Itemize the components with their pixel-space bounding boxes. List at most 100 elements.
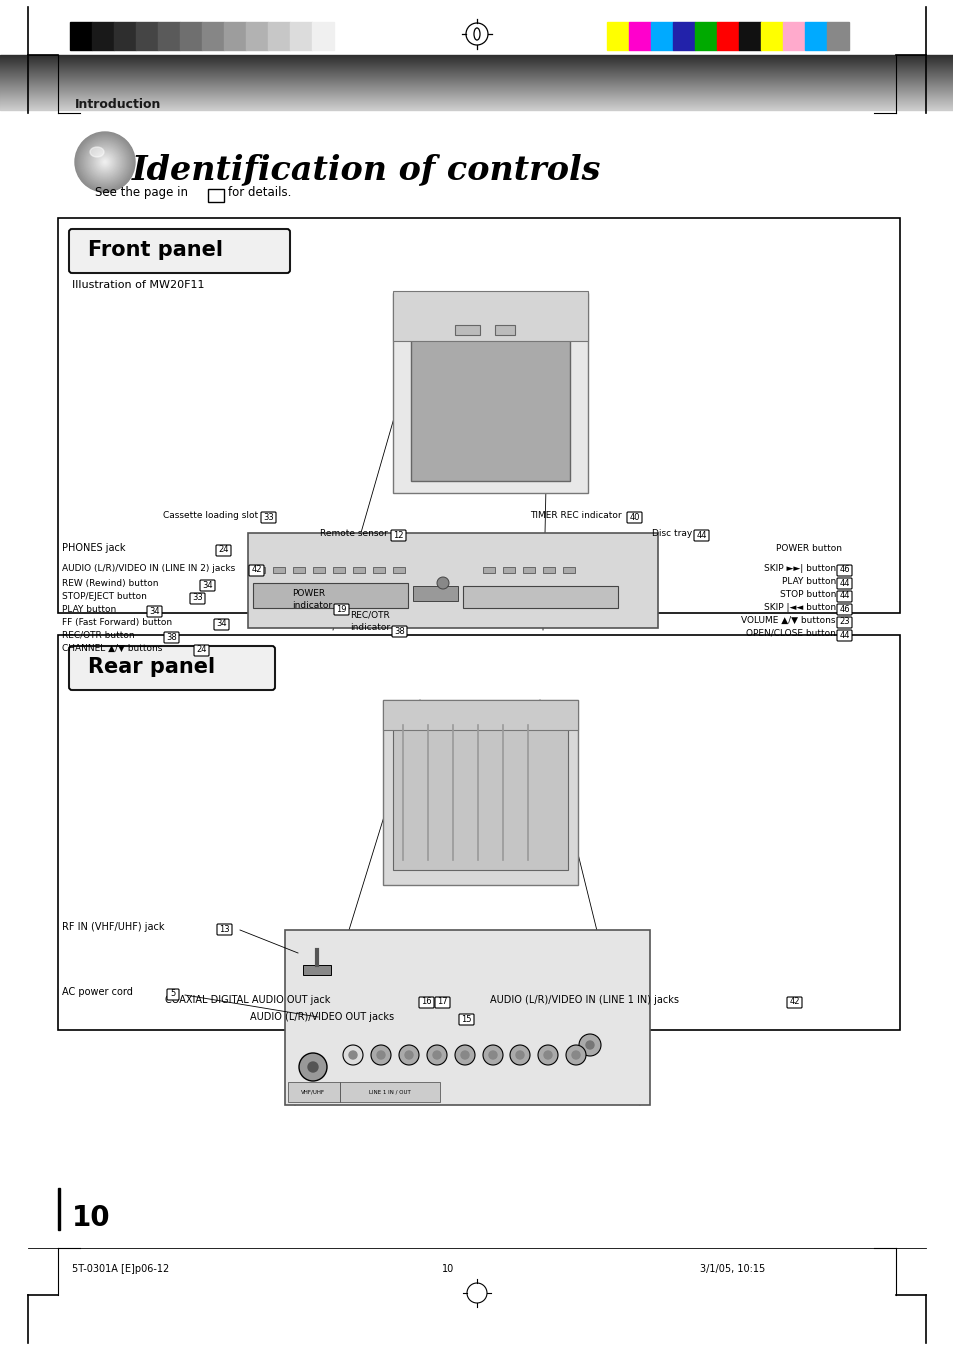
- Text: VOLUME ▲/▼ buttons: VOLUME ▲/▼ buttons: [740, 616, 835, 626]
- Text: 19: 19: [335, 604, 346, 613]
- Text: 17: 17: [436, 997, 447, 1006]
- Text: AUDIO (L/R)/VIDEO IN (LINE 1 IN) jacks: AUDIO (L/R)/VIDEO IN (LINE 1 IN) jacks: [490, 994, 679, 1005]
- Bar: [285, 929, 649, 1105]
- Ellipse shape: [96, 153, 113, 172]
- Bar: [293, 567, 305, 573]
- Circle shape: [298, 1052, 327, 1081]
- Text: 44: 44: [839, 592, 849, 600]
- Circle shape: [308, 1062, 317, 1071]
- Bar: [382, 700, 578, 885]
- Bar: [455, 326, 479, 335]
- FancyBboxPatch shape: [69, 646, 274, 690]
- Text: 44: 44: [696, 531, 706, 539]
- Text: 13: 13: [219, 924, 230, 934]
- Ellipse shape: [88, 145, 122, 178]
- FancyBboxPatch shape: [167, 989, 179, 1000]
- Bar: [158, 22, 180, 50]
- Bar: [136, 22, 158, 50]
- FancyBboxPatch shape: [836, 630, 851, 640]
- Text: COAXIAL DIGITAL AUDIO OUT jack: COAXIAL DIGITAL AUDIO OUT jack: [165, 994, 330, 1005]
- Bar: [339, 1082, 439, 1102]
- Text: Rear panel: Rear panel: [88, 657, 214, 677]
- Ellipse shape: [79, 136, 131, 188]
- Ellipse shape: [100, 157, 110, 168]
- Bar: [268, 22, 290, 50]
- Bar: [303, 965, 331, 975]
- FancyBboxPatch shape: [836, 590, 851, 603]
- Ellipse shape: [90, 147, 120, 177]
- Circle shape: [371, 1046, 391, 1065]
- Ellipse shape: [83, 141, 127, 184]
- Ellipse shape: [75, 132, 135, 192]
- Bar: [373, 567, 385, 573]
- FancyBboxPatch shape: [392, 626, 407, 638]
- Text: 42: 42: [251, 566, 261, 574]
- Text: 24: 24: [196, 646, 207, 654]
- Text: TIMER REC indicator: TIMER REC indicator: [530, 511, 621, 520]
- Bar: [58, 218, 899, 613]
- Ellipse shape: [92, 150, 117, 174]
- Ellipse shape: [97, 154, 112, 170]
- Bar: [312, 22, 334, 50]
- Bar: [313, 567, 325, 573]
- Circle shape: [405, 1051, 413, 1059]
- Text: PLAY button: PLAY button: [781, 577, 835, 586]
- Text: 46: 46: [839, 604, 849, 613]
- FancyBboxPatch shape: [261, 512, 275, 523]
- Bar: [695, 22, 717, 50]
- FancyBboxPatch shape: [836, 604, 851, 615]
- Circle shape: [436, 577, 449, 589]
- Bar: [393, 715, 567, 870]
- FancyBboxPatch shape: [249, 565, 264, 576]
- FancyBboxPatch shape: [391, 530, 406, 540]
- Circle shape: [516, 1051, 523, 1059]
- Text: 24: 24: [218, 546, 229, 554]
- Circle shape: [433, 1051, 440, 1059]
- Text: 5T-0301A [E]p06-12: 5T-0301A [E]p06-12: [71, 1265, 169, 1274]
- Circle shape: [349, 1051, 356, 1059]
- Text: VHF/UHF: VHF/UHF: [300, 1089, 325, 1094]
- Bar: [495, 326, 515, 335]
- Text: 15: 15: [460, 1015, 471, 1024]
- Text: 3/1/05, 10:15: 3/1/05, 10:15: [700, 1265, 764, 1274]
- FancyBboxPatch shape: [836, 565, 851, 576]
- Text: Introduction: Introduction: [75, 99, 161, 111]
- Circle shape: [427, 1046, 447, 1065]
- Circle shape: [572, 1051, 579, 1059]
- Text: SKIP ►►| button: SKIP ►►| button: [763, 563, 835, 573]
- Ellipse shape: [104, 161, 106, 163]
- FancyBboxPatch shape: [786, 997, 801, 1008]
- Text: STOP/EJECT button: STOP/EJECT button: [62, 592, 147, 601]
- FancyBboxPatch shape: [458, 1015, 474, 1025]
- Bar: [253, 584, 408, 608]
- Circle shape: [489, 1051, 497, 1059]
- Text: LINE 1 IN / OUT: LINE 1 IN / OUT: [369, 1089, 411, 1094]
- Text: 44: 44: [839, 578, 849, 588]
- Ellipse shape: [82, 139, 128, 185]
- Ellipse shape: [89, 146, 121, 178]
- Ellipse shape: [103, 159, 107, 163]
- Ellipse shape: [78, 135, 132, 189]
- Bar: [253, 567, 265, 573]
- Text: AUDIO (L/R)/VIDEO OUT jacks: AUDIO (L/R)/VIDEO OUT jacks: [250, 1012, 394, 1021]
- Bar: [113, 22, 136, 50]
- Bar: [0, 0, 953, 18]
- Text: POWER: POWER: [292, 589, 325, 598]
- FancyBboxPatch shape: [836, 578, 851, 589]
- Bar: [542, 567, 555, 573]
- Ellipse shape: [77, 134, 132, 190]
- Circle shape: [455, 1046, 475, 1065]
- Bar: [246, 22, 268, 50]
- Ellipse shape: [95, 153, 115, 172]
- Ellipse shape: [86, 143, 124, 181]
- FancyBboxPatch shape: [200, 580, 214, 590]
- Bar: [782, 22, 804, 50]
- Bar: [202, 22, 224, 50]
- Ellipse shape: [102, 159, 108, 165]
- Bar: [248, 534, 658, 628]
- Bar: [180, 22, 202, 50]
- Text: 10: 10: [71, 1204, 111, 1232]
- Circle shape: [543, 1051, 552, 1059]
- Bar: [91, 22, 113, 50]
- Bar: [717, 22, 739, 50]
